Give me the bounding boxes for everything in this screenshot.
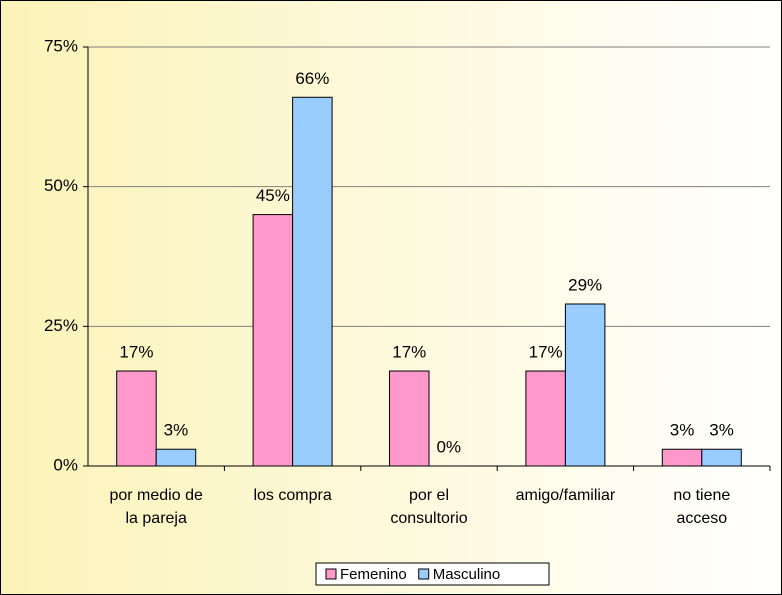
x-tick-label: amigo/familiar xyxy=(515,487,616,504)
x-tick-label: por el consultorio xyxy=(390,487,468,527)
bar xyxy=(155,448,197,467)
value-label: 0% xyxy=(436,437,461,456)
legend-swatch xyxy=(418,568,430,580)
value-label: 3% xyxy=(164,421,189,440)
legend-label: Femenino xyxy=(340,566,407,583)
bar xyxy=(525,370,566,467)
value-label: 17% xyxy=(529,343,563,362)
value-label: 17% xyxy=(392,343,426,362)
value-label: 29% xyxy=(568,275,602,294)
bar xyxy=(701,448,742,467)
bar xyxy=(252,214,294,467)
legend-box xyxy=(315,562,550,586)
x-tick-label: por medio de la pareja xyxy=(109,487,203,527)
y-tick-label: 25% xyxy=(44,316,78,335)
x-tick-label: los compra xyxy=(253,487,332,504)
value-label: 17% xyxy=(119,343,153,362)
x-tick-label: no tiene acceso xyxy=(673,487,731,527)
value-label: 66% xyxy=(295,69,329,88)
legend-swatch xyxy=(325,568,337,580)
bar xyxy=(389,370,430,467)
value-label: 45% xyxy=(256,186,290,205)
legend-label: Masculino xyxy=(433,566,501,583)
value-label: 3% xyxy=(670,421,695,440)
value-label: 3% xyxy=(709,421,734,440)
y-tick-label: 50% xyxy=(44,176,78,195)
y-tick-label: 75% xyxy=(44,36,78,55)
bar xyxy=(564,303,606,467)
bar xyxy=(292,96,333,467)
bar xyxy=(116,370,157,467)
y-tick-label: 0% xyxy=(53,455,78,474)
bar xyxy=(661,448,703,467)
